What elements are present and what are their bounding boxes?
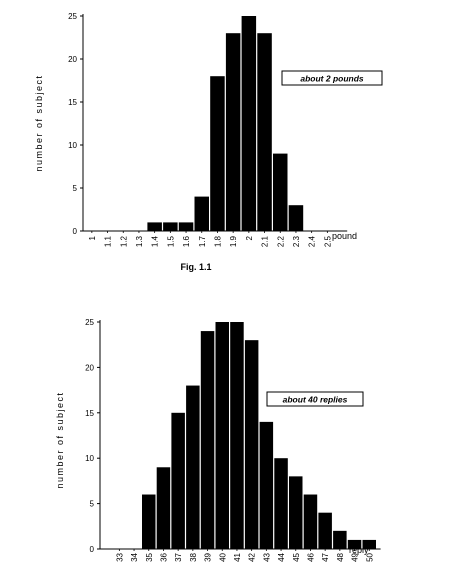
x-tick-label: 35 [145,552,154,561]
x-tick-label: 2.2 [276,235,285,247]
bar [163,222,178,231]
x-tick-label: 1.2 [119,235,128,247]
y-axis-title: number of subject [55,391,65,488]
x-unit-label: pound [332,231,357,241]
x-tick-label: 43 [262,552,271,561]
bar [244,340,259,549]
x-tick-label: 33 [115,552,124,561]
bar [289,476,303,549]
chart-reply-distribution: 0 5 10 15 20 25 33 34 35 36 37 38 39 40 41 42 43 44 45 46 47… [55,318,381,562]
bar [274,458,288,549]
bar [362,539,376,549]
x-tick-label: 49 [351,552,360,561]
bar [257,33,272,232]
x-tick-label: 45 [292,552,301,561]
y-tick-label: 15 [68,98,77,107]
annotation-box [281,70,383,86]
x-tick-label: 1.9 [229,235,238,247]
y-tick-label: 5 [73,184,78,193]
x-tick-label: 1.6 [182,235,191,247]
x-tick-label: 2 [245,235,254,240]
annotation-text: about 40 replies [283,395,348,405]
y-tick-label: 20 [68,55,77,64]
bar [241,16,257,231]
y-tick-label: 0 [90,545,95,554]
bar [230,322,244,549]
bar [303,494,318,549]
x-tick-label: 34 [130,552,139,561]
bar [215,322,229,549]
x-tick-label: 42 [248,552,257,561]
y-tick-label: 10 [68,141,77,150]
annotation-box [266,391,364,407]
y-tick-label: 0 [73,227,78,236]
y-tick-label: 5 [90,500,95,509]
bar [171,412,185,549]
x-tick-label: 40 [218,552,227,561]
x-tick-label: 38 [189,552,198,561]
bar [259,421,274,549]
y-tick-label: 15 [85,409,94,418]
x-tick-label: 1 [88,235,97,240]
bar [142,494,156,549]
bar [156,467,171,549]
x-tick-label: 36 [159,552,168,561]
x-tick-label: 1.7 [198,235,207,247]
x-tick-label: 41 [233,552,242,561]
annotation-text: about 2 pounds [300,74,364,84]
bar [333,530,347,549]
x-tick-label: 1.1 [104,235,113,247]
bar [347,539,362,549]
x-tick-label: 44 [277,552,286,561]
y-axis-title: number of subject [34,74,44,171]
x-tick-label: 46 [306,552,315,561]
x-tick-label: 1.4 [151,235,160,247]
x-tick-label: 50 [365,552,374,561]
bar [318,512,332,549]
bar [178,222,194,231]
x-tick-label: 37 [174,552,183,561]
x-tick-label: 2.4 [308,235,317,247]
bar [186,385,200,549]
x-tick-label: 2.5 [323,235,332,247]
x-tick-label: 48 [336,552,345,561]
y-tick-label: 25 [85,318,94,327]
x-tick-label: 2.3 [292,235,301,247]
figure-caption: Fig. 1.1 [180,262,211,272]
bar [210,76,225,231]
x-unit-label: reply [349,545,369,555]
x-tick-label: 39 [204,552,213,561]
x-tick-label: 1.8 [213,235,222,247]
bar [288,205,304,231]
y-tick-label: 10 [85,454,94,463]
bar [273,153,288,231]
x-tick-label: 47 [321,552,330,561]
x-tick-label: 2.1 [261,235,270,247]
x-tick-label: 1.5 [166,235,175,247]
y-tick-label: 25 [68,12,77,21]
bar [147,222,162,231]
chart-weight-distribution: 0 5 10 15 20 25 1 1.1 1.2 1.3 1.4 1.5 1.6 1.7 1.8 1.9 2 2… [34,12,383,272]
bar [200,331,215,549]
x-tick-label: 1.3 [135,235,144,247]
y-tick-label: 20 [85,363,94,372]
bar [194,196,209,231]
bar [225,33,241,232]
